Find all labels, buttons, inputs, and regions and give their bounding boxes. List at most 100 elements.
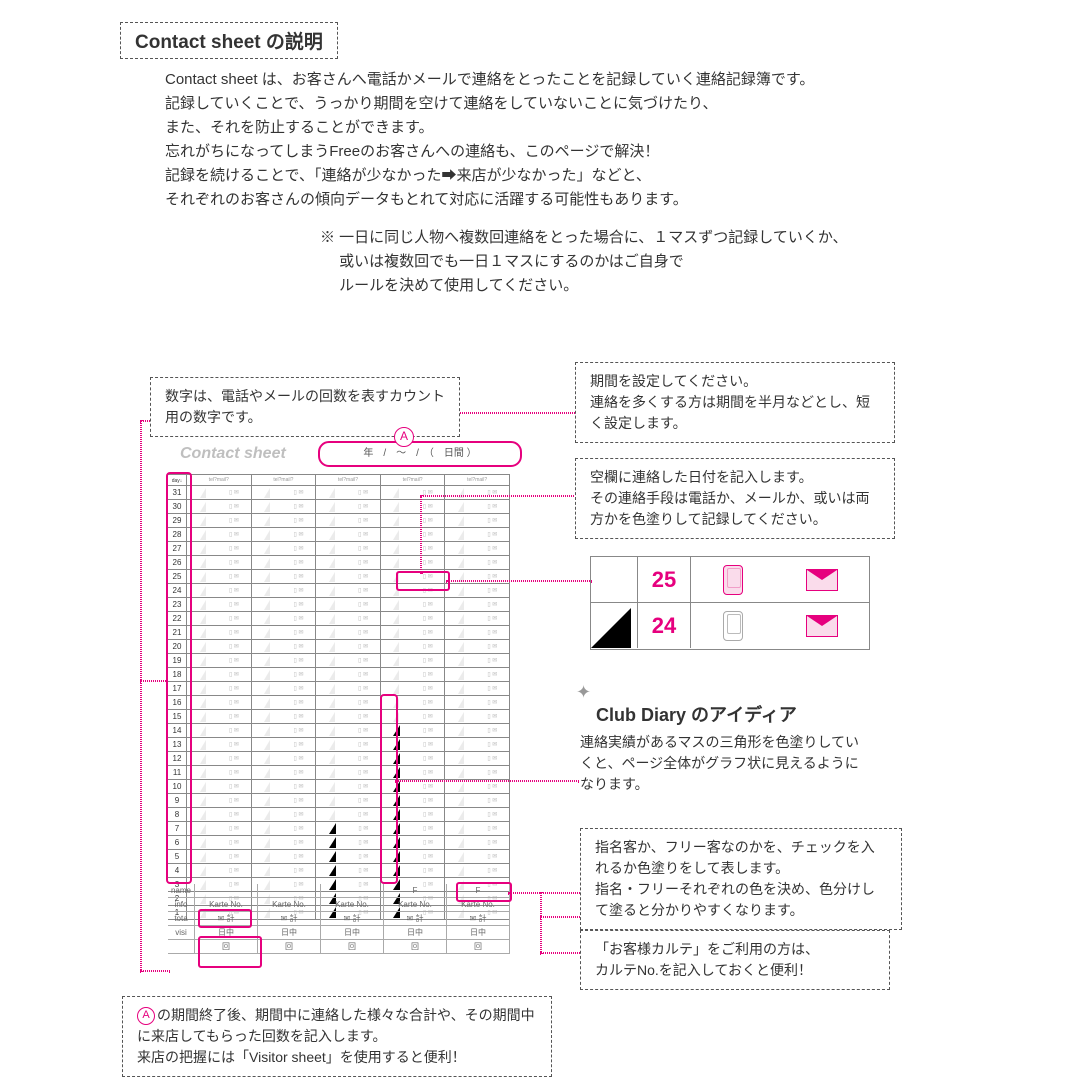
- grid-row: 24▯ ✉▯ ✉▯ ✉▯ ✉▯ ✉: [168, 584, 510, 598]
- tel-mail-icon: ▯ ✉: [294, 573, 304, 580]
- grid-cell: ▯ ✉: [445, 542, 510, 555]
- tel-mail-icon: ▯ ✉: [423, 629, 433, 636]
- triangle-marker: [393, 502, 399, 512]
- row-number: 11: [168, 766, 187, 779]
- grid-cell: ▯ ✉: [445, 528, 510, 541]
- triangle-marker: [200, 502, 206, 512]
- tel-mail-icon: ▯ ✉: [294, 615, 304, 622]
- grid-cell: ▯ ✉: [445, 654, 510, 667]
- tel-mail-icon: ▯ ✉: [294, 797, 304, 804]
- tel-mail-icon: ▯ ✉: [423, 615, 433, 622]
- grid-cell: ▯ ✉: [316, 668, 381, 681]
- tel-mail-icon: ▯ ✉: [358, 517, 368, 524]
- triangle-marker: [458, 712, 464, 722]
- tel-mail-icon: ▯ ✉: [487, 517, 497, 524]
- grid-row: 8▯ ✉▯ ✉▯ ✉▯ ✉▯ ✉: [168, 808, 510, 822]
- tel-mail-icon: ▯ ✉: [423, 671, 433, 678]
- grid-row: 13▯ ✉▯ ✉▯ ✉▯ ✉▯ ✉: [168, 738, 510, 752]
- callout-daycell: 空欄に連絡した日付を記入します。その連絡手段は電話か、メールか、或いは両方かを色…: [575, 458, 895, 539]
- tel-mail-icon: ▯ ✉: [358, 839, 368, 846]
- triangle-marker: [393, 572, 399, 582]
- grid-cell: ▯ ✉: [445, 626, 510, 639]
- tel-mail-icon: ▯ ✉: [487, 545, 497, 552]
- tel-mail-icon: ▯ ✉: [294, 685, 304, 692]
- triangle-marker: [200, 824, 206, 834]
- grid-cell: ▯ ✉: [252, 556, 317, 569]
- triangle-marker: [393, 656, 399, 666]
- visit-highlight: [198, 936, 262, 968]
- tel-mail-icon: ▯ ✉: [487, 741, 497, 748]
- triangle-marker: [329, 698, 335, 708]
- grid-cell: ▯ ✉: [252, 822, 317, 835]
- grid-cell: ▯ ✉: [252, 696, 317, 709]
- tel-mail-icon: ▯ ✉: [487, 643, 497, 650]
- triangle-marker: [329, 530, 335, 540]
- row-number: 21: [168, 626, 187, 639]
- triangle-marker: [264, 852, 270, 862]
- triangle-marker: [200, 698, 206, 708]
- grid-cell: ▯ ✉: [381, 514, 446, 527]
- tel-mail-icon: ▯ ✉: [229, 531, 239, 538]
- grid-cell: ▯ ✉: [316, 752, 381, 765]
- row-number: 13: [168, 738, 187, 751]
- grid-cell: ▯ ✉: [381, 822, 446, 835]
- tel-mail-icon: ▯ ✉: [358, 503, 368, 510]
- triangle-marker: [264, 754, 270, 764]
- grid-cell: ▯ ✉: [381, 668, 446, 681]
- grid-cell: ▯ ✉: [316, 528, 381, 541]
- tel-mail-icon: ▯ ✉: [229, 867, 239, 874]
- tel-mail-icon: ▯ ✉: [229, 699, 239, 706]
- grid-cell: ▯ ✉: [445, 710, 510, 723]
- triangle-marker: [329, 754, 335, 764]
- grid-cell: ▯ ✉: [316, 626, 381, 639]
- grid-cell: ▯ ✉: [445, 752, 510, 765]
- zoom-triangle: [591, 603, 638, 648]
- grid-cell: ▯ ✉: [316, 738, 381, 751]
- tel-mail-icon: ▯ ✉: [423, 559, 433, 566]
- intro-line: Contact sheet は、お客さんへ電話かメールで連絡をとったことを記録し…: [165, 68, 814, 92]
- tel-mail-icon: ▯ ✉: [487, 699, 497, 706]
- row-number: 27: [168, 542, 187, 555]
- tel-mail-icon: ▯ ✉: [423, 503, 433, 510]
- grid-cell: ▯ ✉: [187, 808, 252, 821]
- grid-cell: ▯ ✉: [445, 738, 510, 751]
- grid-cell: ▯ ✉: [187, 738, 252, 751]
- grid-cell: ▯ ✉: [316, 780, 381, 793]
- intro-line: 記録を続けることで、「連絡が少なかった➡来店が少なかった」などと、: [165, 164, 814, 188]
- grid-cell: ▯ ✉: [187, 584, 252, 597]
- triangle-marker: [200, 726, 206, 736]
- tel-mail-icon: ▯ ✉: [423, 769, 433, 776]
- grid-row: 11▯ ✉▯ ✉▯ ✉▯ ✉▯ ✉: [168, 766, 510, 780]
- grid-cell: ▯ ✉: [187, 528, 252, 541]
- tel-mail-icon: ▯ ✉: [229, 629, 239, 636]
- triangle-marker: [264, 698, 270, 708]
- tel-mail-icon: ▯ ✉: [358, 615, 368, 622]
- triangle-marker: [393, 823, 400, 834]
- tel-mail-icon: ▯ ✉: [423, 699, 433, 706]
- grid-cell: ▯ ✉: [381, 864, 446, 877]
- grid-cell: ▯ ✉: [187, 514, 252, 527]
- callout-total: Aの期間終了後、期間中に連絡した様々な合計や、その期間中に来店してもらった回数を…: [122, 996, 552, 1077]
- idea-heading-en: Club Diary: [596, 705, 686, 725]
- tel-mail-icon: ▯ ✉: [487, 671, 497, 678]
- triangle-marker: [200, 754, 206, 764]
- triangle-marker: [458, 684, 464, 694]
- grid-cell: ▯ ✉: [445, 486, 510, 499]
- tel-mail-icon: ▯ ✉: [423, 531, 433, 538]
- triangle-marker: [458, 558, 464, 568]
- tel-mail-icon: ▯ ✉: [423, 643, 433, 650]
- karte-highlight: [198, 909, 252, 928]
- triangle-marker: [458, 698, 464, 708]
- grid-cell: ▯ ✉: [252, 808, 317, 821]
- grid-row: 10▯ ✉▯ ✉▯ ✉▯ ✉▯ ✉: [168, 780, 510, 794]
- triangle-marker: [393, 586, 399, 596]
- f-highlight: [456, 882, 512, 902]
- triangle-marker: [264, 838, 270, 848]
- grid-cell: ▯ ✉: [316, 808, 381, 821]
- tel-mail-icon: ▯ ✉: [229, 559, 239, 566]
- intro-line: それぞれのお客さんの傾向データもとれて対応に活躍する可能性もあります。: [165, 188, 814, 212]
- grid-cell: ▯ ✉: [187, 850, 252, 863]
- triangle-marker: [458, 628, 464, 638]
- triangle-marker: [458, 726, 464, 736]
- grid-cell: ▯ ✉: [381, 766, 446, 779]
